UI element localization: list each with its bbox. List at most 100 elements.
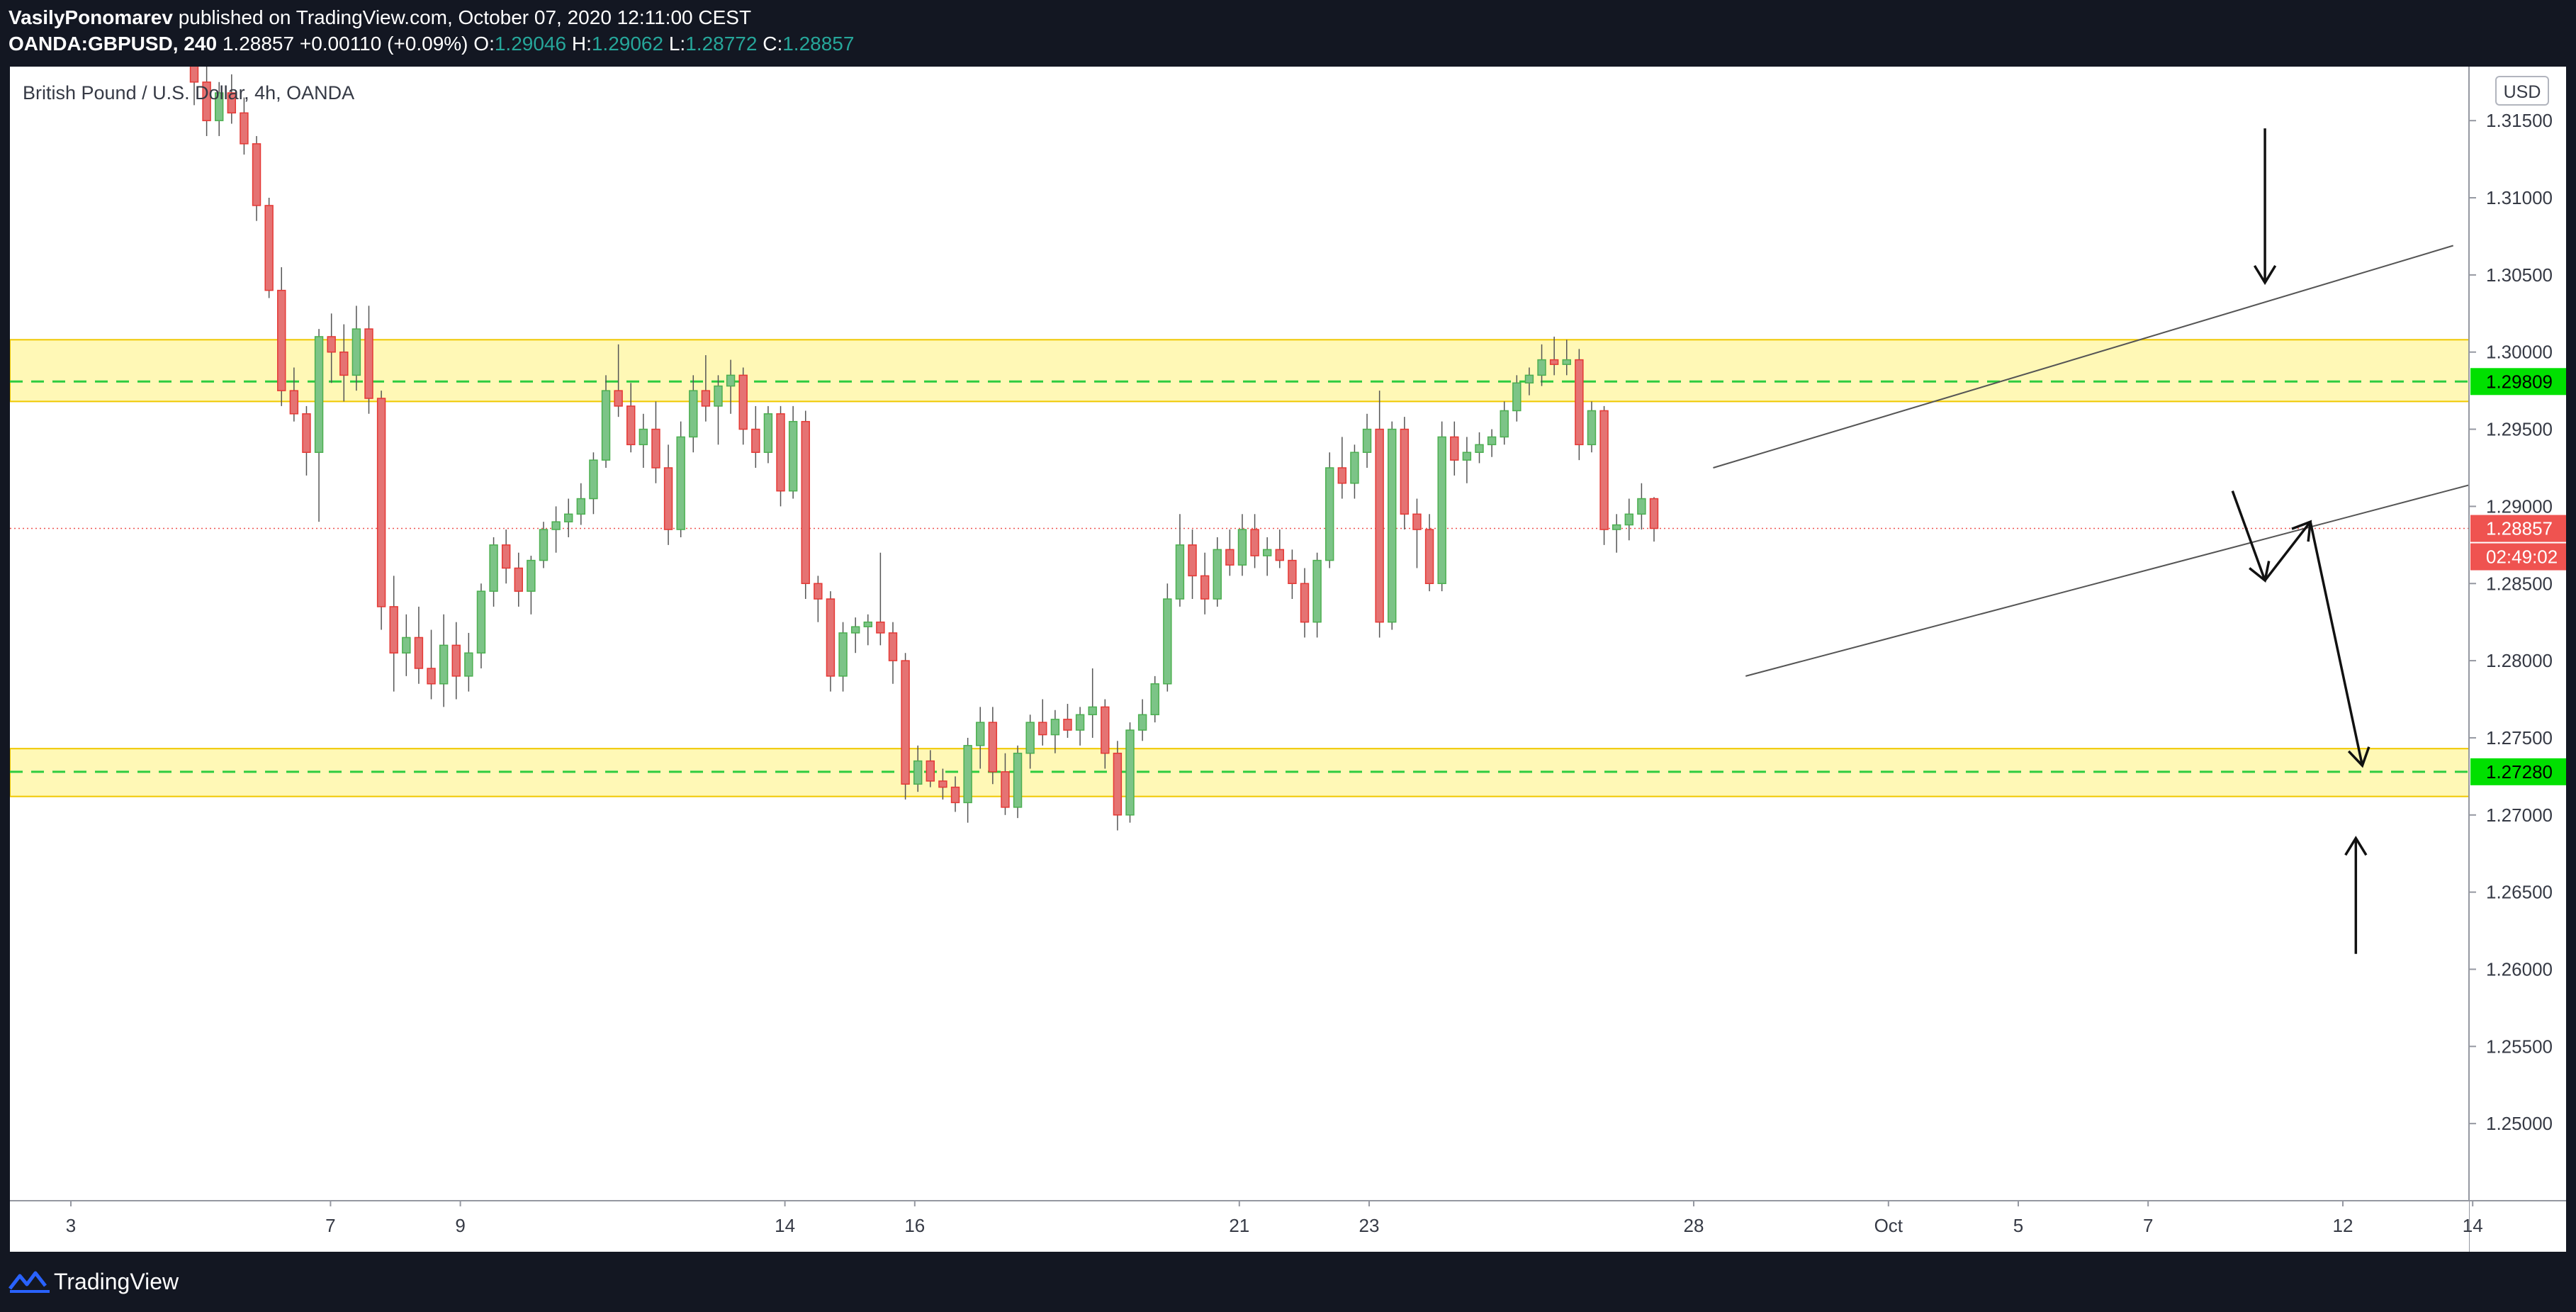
candle[interactable] <box>950 786 960 804</box>
current-price-tag[interactable] <box>2470 515 2566 542</box>
candle[interactable] <box>763 413 773 453</box>
candle[interactable] <box>751 428 760 453</box>
level-zone-0[interactable] <box>10 339 2470 403</box>
chart-area[interactable]: 1.31500 1.31000 1.30500 1.30000 1.29500 1.290… <box>10 67 2566 1252</box>
candle[interactable] <box>1063 719 1072 731</box>
candle[interactable] <box>1437 436 1446 585</box>
drawn-arrow[interactable] <box>2263 521 2312 581</box>
candle[interactable] <box>726 374 736 387</box>
candle[interactable] <box>351 328 361 376</box>
candle[interactable] <box>314 336 324 453</box>
candle[interactable] <box>1188 544 1197 577</box>
candle[interactable] <box>427 668 436 685</box>
candle[interactable] <box>1075 714 1085 731</box>
candle[interactable] <box>1088 706 1097 716</box>
candle[interactable] <box>376 398 386 607</box>
candle[interactable] <box>676 436 685 530</box>
candle[interactable] <box>1213 549 1222 600</box>
candle[interactable] <box>901 660 910 785</box>
candle[interactable] <box>1375 428 1384 623</box>
candle[interactable] <box>1101 706 1110 754</box>
candle[interactable] <box>227 92 237 114</box>
candle[interactable] <box>414 637 424 669</box>
candle[interactable] <box>1500 410 1509 438</box>
level-price-tag-0[interactable] <box>2470 368 2566 396</box>
candle[interactable] <box>1237 529 1247 566</box>
candle[interactable] <box>1312 559 1322 623</box>
drawn-arrow[interactable] <box>2309 521 2364 766</box>
candle[interactable] <box>1025 722 1035 754</box>
candle[interactable] <box>826 598 836 677</box>
candle[interactable] <box>1400 428 1410 515</box>
candle[interactable] <box>1163 598 1172 685</box>
candle[interactable] <box>1038 722 1047 736</box>
candle[interactable] <box>1512 382 1522 412</box>
candle[interactable] <box>1337 467 1347 484</box>
candle[interactable] <box>1587 410 1597 446</box>
time-axis[interactable] <box>10 1201 2469 1252</box>
candle[interactable] <box>1013 752 1023 808</box>
candle[interactable] <box>252 143 261 206</box>
candle[interactable] <box>202 82 211 121</box>
candle[interactable] <box>1475 444 1484 453</box>
candle[interactable] <box>1524 374 1534 384</box>
candle[interactable] <box>663 467 673 530</box>
candle[interactable] <box>527 559 536 592</box>
candle[interactable] <box>838 632 848 677</box>
candle[interactable] <box>689 390 698 438</box>
candle[interactable] <box>888 632 898 661</box>
candle[interactable] <box>1050 719 1060 736</box>
candle[interactable] <box>439 644 449 685</box>
candle[interactable] <box>514 567 523 592</box>
candle[interactable] <box>926 760 935 782</box>
candle[interactable] <box>776 413 785 492</box>
candle[interactable] <box>614 390 623 407</box>
candle[interactable] <box>402 637 411 654</box>
candle[interactable] <box>1300 583 1310 623</box>
candle[interactable] <box>1113 752 1123 816</box>
candle[interactable] <box>1175 544 1185 600</box>
candle[interactable] <box>651 428 660 469</box>
candle[interactable] <box>589 459 598 500</box>
candle[interactable] <box>339 351 349 376</box>
candle[interactable] <box>1450 436 1459 461</box>
currency-badge[interactable] <box>2495 76 2549 106</box>
candle[interactable] <box>240 112 249 145</box>
candle[interactable] <box>551 521 561 530</box>
candle[interactable] <box>850 626 860 634</box>
candle[interactable] <box>1125 729 1135 816</box>
candle[interactable] <box>626 405 636 446</box>
candle[interactable] <box>976 722 985 746</box>
candle[interactable] <box>601 390 611 461</box>
price-axis[interactable] <box>2469 67 2566 1252</box>
candle[interactable] <box>489 544 498 592</box>
drawn-arrow[interactable] <box>2231 490 2266 581</box>
candle[interactable] <box>988 722 998 773</box>
candle[interactable] <box>539 529 549 561</box>
candle[interactable] <box>1537 359 1546 376</box>
candle[interactable] <box>289 390 299 415</box>
level-price-tag-1[interactable] <box>2470 758 2566 785</box>
author-name[interactable]: VasilyPonomarev <box>9 6 173 28</box>
candle[interactable] <box>576 498 586 515</box>
candle[interactable] <box>738 374 748 430</box>
candle[interactable] <box>1637 498 1646 515</box>
candle[interactable] <box>1599 410 1609 530</box>
candle[interactable] <box>1462 452 1472 461</box>
candle[interactable] <box>1362 428 1372 453</box>
candle[interactable] <box>1575 359 1584 446</box>
candle[interactable] <box>215 92 224 121</box>
candle[interactable] <box>277 289 286 391</box>
candle[interactable] <box>788 420 798 492</box>
tradingview-logo-icon[interactable] <box>9 1267 51 1296</box>
candle[interactable] <box>1649 498 1659 529</box>
candle[interactable] <box>364 328 373 399</box>
candle[interactable] <box>1612 524 1621 530</box>
candle[interactable] <box>913 760 923 785</box>
candle[interactable] <box>701 390 711 407</box>
candle[interactable] <box>876 621 885 634</box>
chart-svg[interactable]: 1.31500 1.31000 1.30500 1.30000 1.29500 1.290… <box>10 67 2566 1252</box>
candle[interactable] <box>1150 683 1159 716</box>
candle[interactable] <box>327 336 336 353</box>
candle[interactable] <box>302 413 311 453</box>
